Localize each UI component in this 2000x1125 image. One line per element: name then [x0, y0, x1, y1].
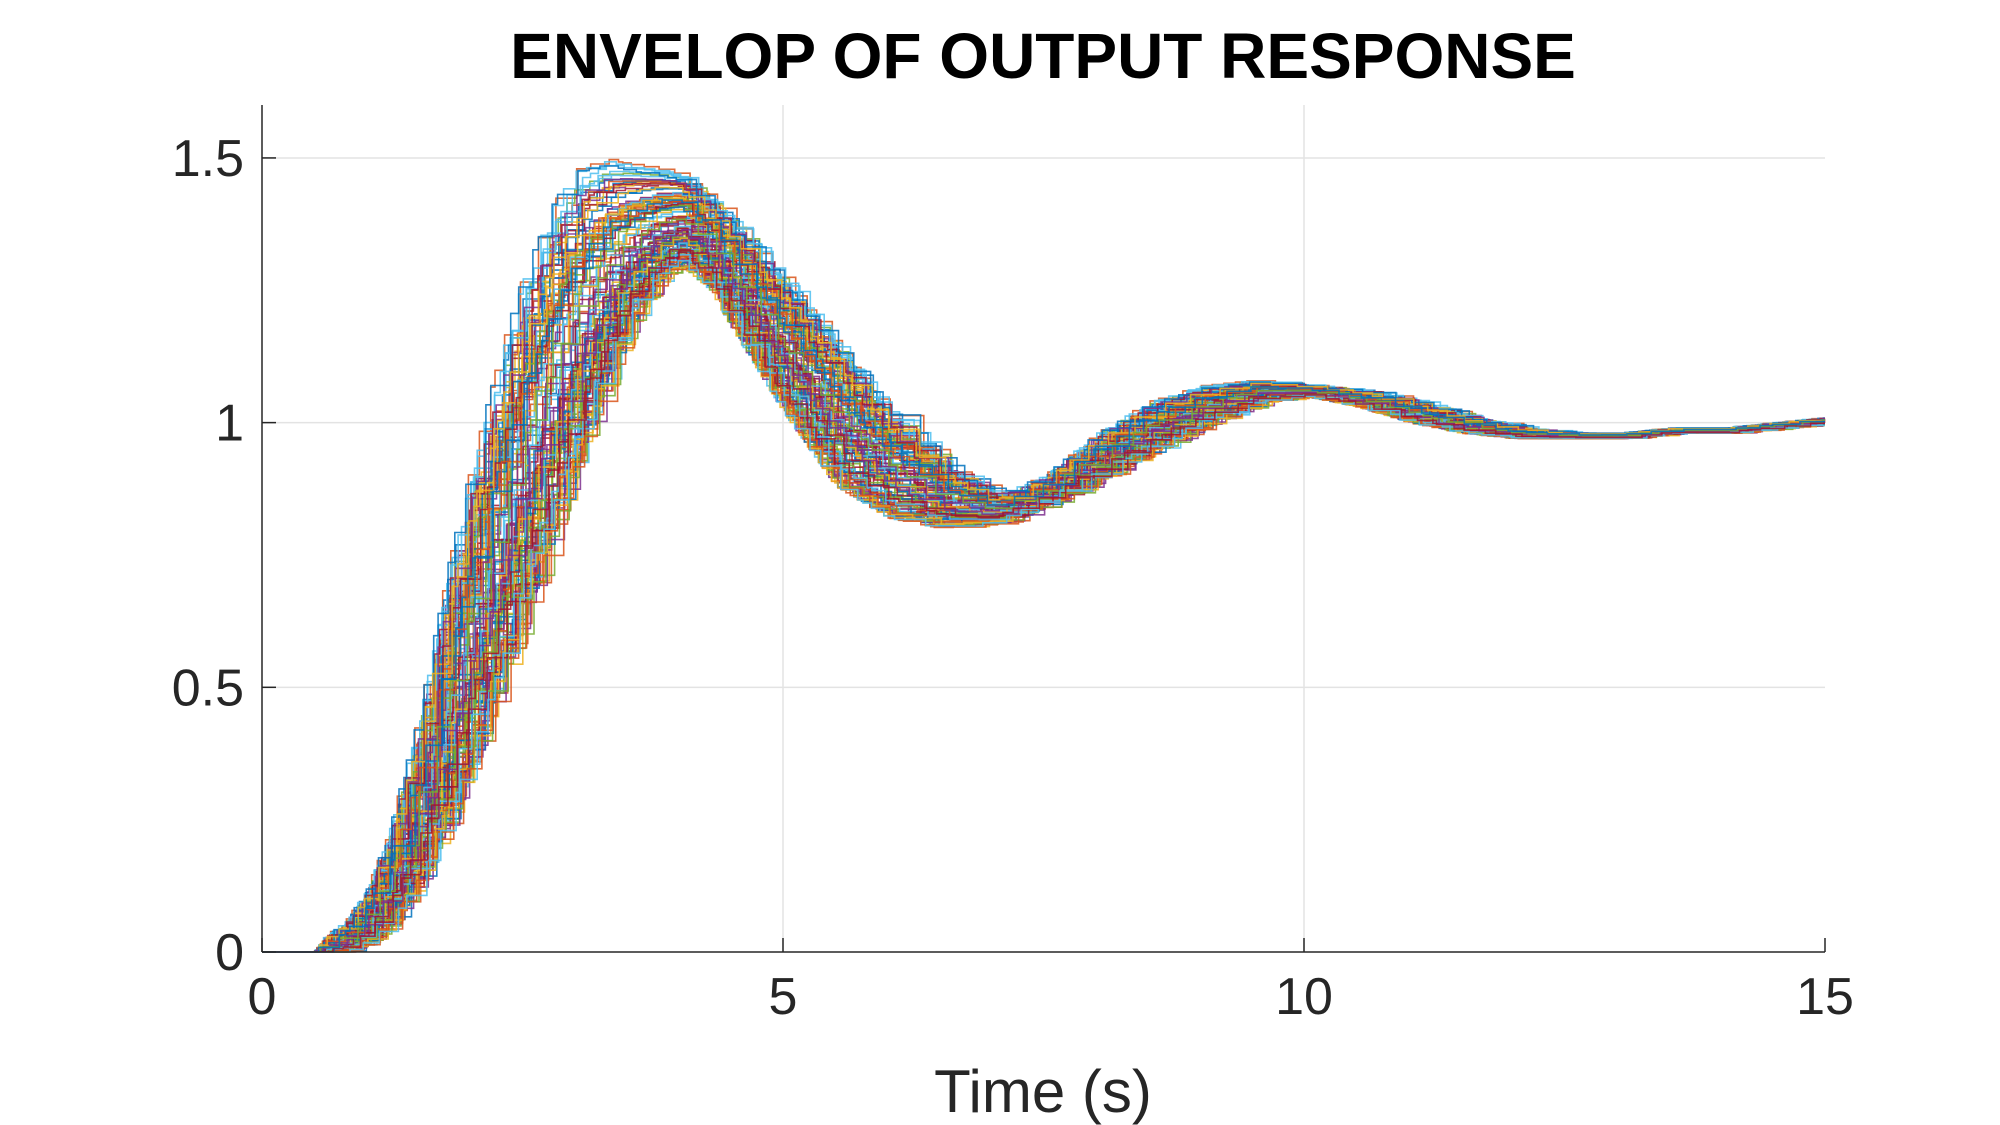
response-trace [262, 202, 1825, 953]
response-trace [262, 200, 1825, 953]
response-trace [262, 198, 1825, 953]
response-traces [262, 158, 1826, 953]
y-tick-label: 0 [215, 924, 244, 982]
response-trace [262, 250, 1825, 953]
response-trace [262, 182, 1825, 953]
grid [262, 105, 1825, 952]
response-trace [262, 204, 1825, 953]
response-trace [262, 202, 1825, 953]
response-trace [262, 208, 1825, 953]
response-trace [262, 205, 1825, 953]
y-tick-label: 1.5 [172, 130, 244, 188]
response-trace [262, 259, 1825, 953]
response-trace [262, 186, 1825, 953]
response-trace [262, 204, 1825, 953]
response-trace [262, 206, 1826, 953]
response-trace [262, 229, 1825, 953]
response-trace [262, 179, 1825, 953]
response-trace [262, 188, 1825, 953]
response-trace [262, 183, 1825, 953]
response-trace [262, 180, 1825, 953]
response-trace [262, 172, 1825, 953]
response-trace [262, 211, 1825, 953]
x-tick-label: 5 [769, 968, 798, 1026]
chart-title: ENVELOP OF OUTPUT RESPONSE [510, 20, 1576, 92]
x-tick-label: 10 [1275, 968, 1333, 1026]
response-trace [262, 198, 1826, 953]
x-tick-label: 15 [1796, 968, 1854, 1026]
response-trace [262, 201, 1826, 953]
response-trace [262, 198, 1825, 953]
x-axis-label: Time (s) [934, 1058, 1152, 1125]
response-trace [262, 183, 1825, 953]
y-tick-label: 0.5 [172, 659, 244, 717]
response-trace [262, 178, 1825, 953]
response-trace [262, 161, 1825, 953]
response-trace [262, 180, 1825, 953]
y-tick-labels: 0 0.5 1 1.5 [172, 130, 244, 982]
response-trace [262, 204, 1825, 953]
x-tick-label: 0 [248, 968, 277, 1026]
response-trace [262, 210, 1825, 953]
response-trace [262, 182, 1825, 953]
response-trace [262, 178, 1825, 953]
response-trace [262, 242, 1825, 953]
response-trace [262, 206, 1825, 953]
response-trace [262, 165, 1825, 953]
response-trace [262, 164, 1825, 953]
y-tick-label: 1 [215, 395, 244, 453]
x-tick-labels: 0 5 10 15 [248, 968, 1854, 1026]
axes [261, 105, 1826, 953]
response-trace [262, 199, 1825, 953]
response-trace [262, 202, 1825, 953]
response-trace [262, 197, 1825, 953]
